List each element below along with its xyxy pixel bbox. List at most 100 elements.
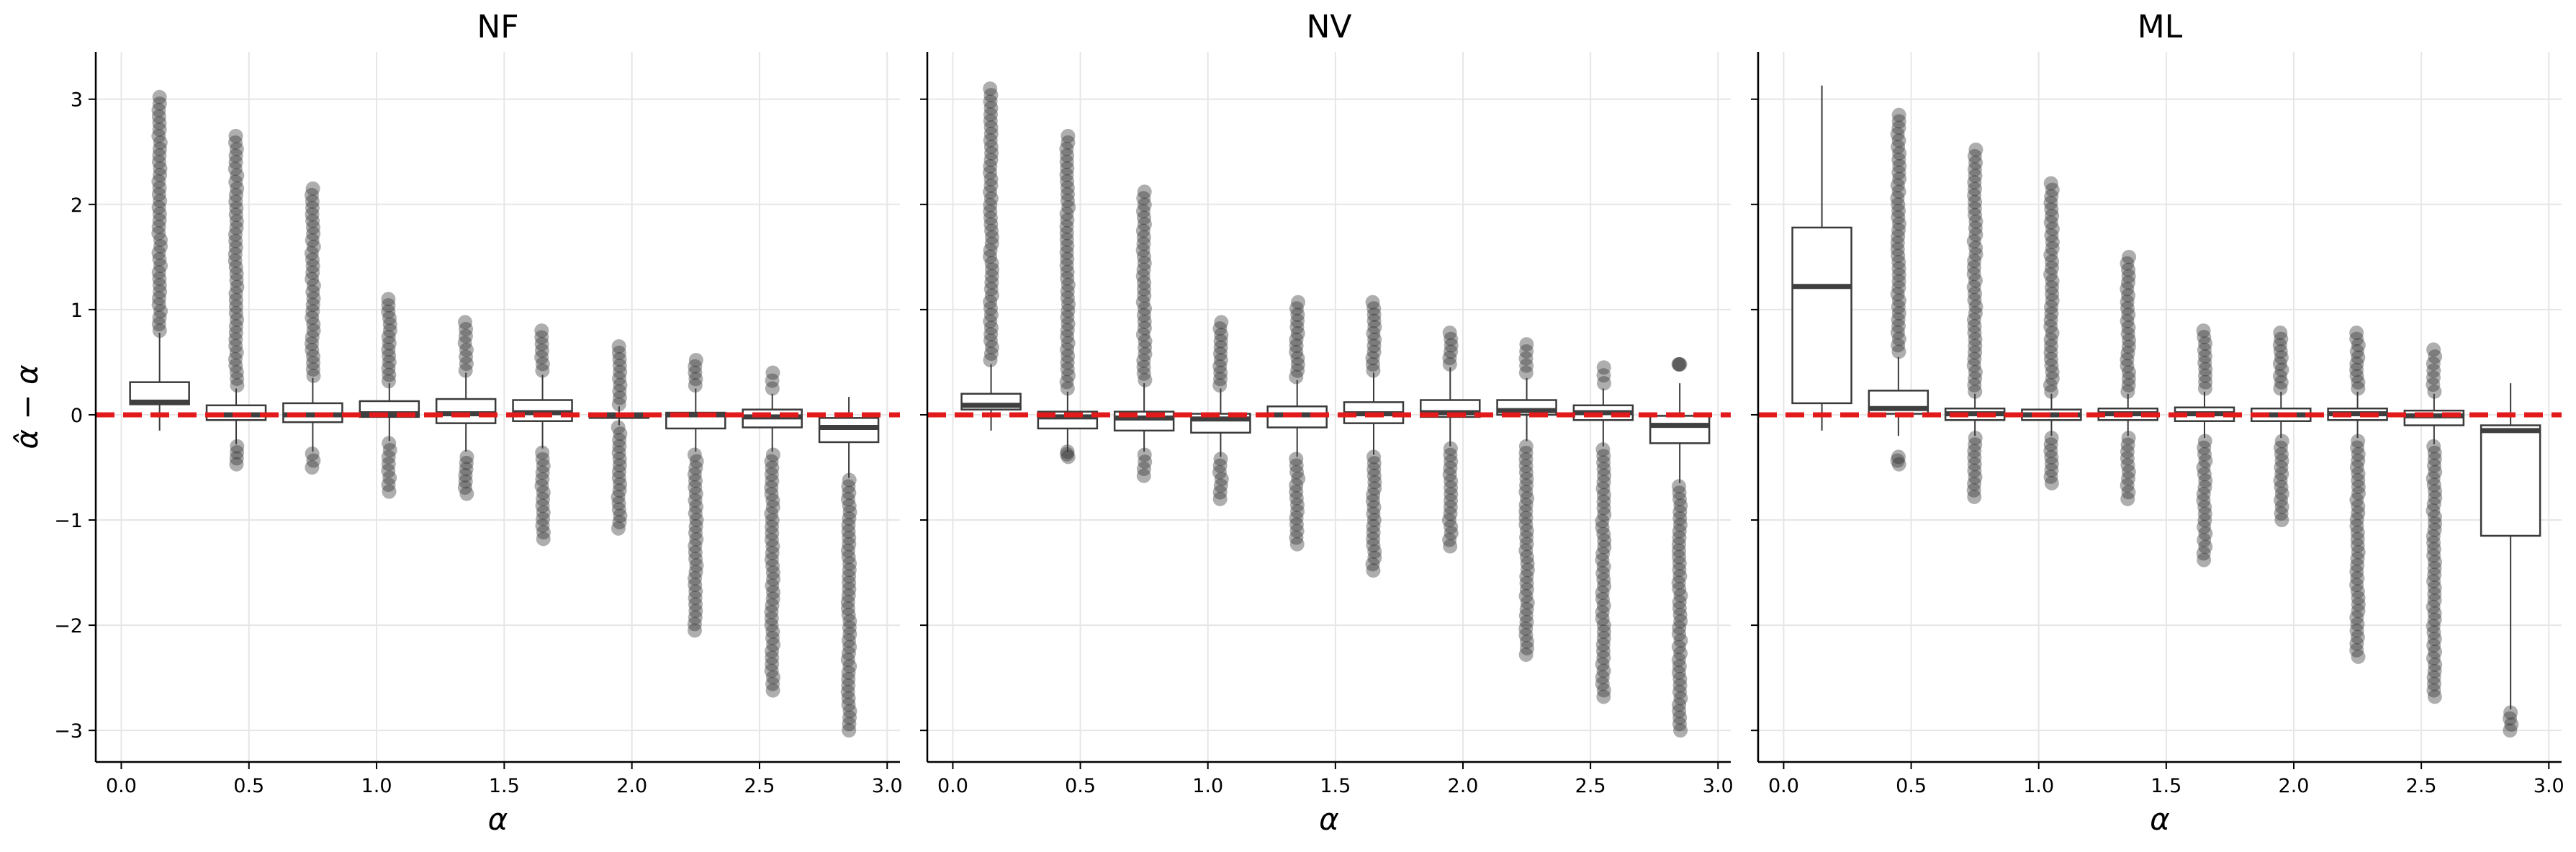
outlier-point bbox=[1060, 355, 1075, 370]
outlier-point bbox=[2120, 491, 2135, 506]
outlier-point bbox=[1136, 461, 1151, 476]
outlier-point bbox=[1212, 378, 1228, 393]
outlier-point bbox=[305, 200, 320, 215]
outlier-point bbox=[983, 282, 999, 297]
outlier-point bbox=[152, 272, 167, 287]
outlier-point bbox=[841, 671, 856, 686]
outlier-point bbox=[613, 377, 628, 393]
outlier-point bbox=[1892, 171, 1907, 187]
outlier-point bbox=[2120, 477, 2135, 493]
outlier-point bbox=[1596, 475, 1611, 490]
outlier-point bbox=[230, 445, 245, 460]
outlier-point bbox=[611, 420, 626, 435]
outlier-point bbox=[688, 552, 703, 567]
outlier-point bbox=[1595, 481, 1611, 496]
outlier-point bbox=[2427, 384, 2442, 399]
outlier-point bbox=[613, 508, 628, 524]
outlier-point bbox=[381, 457, 396, 472]
outlier-point bbox=[1518, 485, 1534, 500]
outlier-point bbox=[1213, 452, 1228, 467]
outlier-point bbox=[1966, 312, 1981, 327]
outlier-point bbox=[1135, 327, 1150, 342]
outlier-point bbox=[2044, 450, 2059, 465]
outlier-point bbox=[2351, 544, 2366, 560]
outlier-point bbox=[841, 607, 856, 622]
outlier-point bbox=[1290, 307, 1305, 322]
outlier-point bbox=[2043, 300, 2058, 315]
outlier-point bbox=[765, 591, 780, 606]
outlier-point bbox=[535, 465, 550, 480]
outlier-point bbox=[1444, 454, 1459, 469]
outlier-point bbox=[1968, 431, 1983, 446]
outlier-point bbox=[1672, 684, 1687, 699]
box-alpha-1.95 bbox=[2251, 326, 2312, 528]
outlier-point bbox=[1672, 517, 1688, 532]
outlier-point bbox=[2043, 345, 2058, 360]
outlier-point bbox=[2428, 490, 2443, 506]
y-tick-label: 3 bbox=[71, 89, 83, 112]
outlier-point bbox=[1366, 513, 1382, 528]
outlier-point bbox=[1366, 493, 1381, 508]
outlier-point bbox=[2349, 623, 2364, 638]
outlier-point bbox=[1891, 223, 1906, 238]
outlier-point bbox=[152, 122, 167, 137]
outlier-point bbox=[842, 485, 857, 501]
outlier-point bbox=[1891, 229, 1906, 244]
outlier-point bbox=[842, 556, 857, 571]
outlier-point bbox=[1891, 140, 1906, 155]
outlier-point bbox=[984, 145, 999, 161]
outlier-point bbox=[229, 364, 244, 380]
outlier-point bbox=[305, 272, 320, 287]
x-axis-label: α bbox=[488, 802, 508, 837]
outlier-point bbox=[1967, 260, 1982, 275]
outlier-point bbox=[2426, 471, 2441, 486]
outlier-point bbox=[1136, 308, 1151, 323]
outlier-point bbox=[688, 352, 703, 367]
outlier-point bbox=[2426, 670, 2441, 685]
outlier-point bbox=[1519, 471, 1534, 486]
outlier-point bbox=[840, 684, 855, 699]
outlier-point bbox=[2274, 459, 2289, 475]
outlier-point bbox=[152, 252, 167, 267]
outlier-point bbox=[1892, 145, 1907, 161]
outlier-point bbox=[1290, 313, 1305, 328]
outlier-point bbox=[842, 704, 857, 719]
outlier-point bbox=[765, 650, 780, 665]
outlier-point bbox=[1519, 634, 1534, 649]
outlier-point bbox=[1968, 305, 1983, 320]
outlier-point bbox=[983, 217, 999, 232]
outlier-point bbox=[1891, 120, 1906, 135]
outlier-point bbox=[1672, 704, 1687, 719]
outlier-point bbox=[2120, 346, 2135, 361]
outlier-point bbox=[764, 532, 779, 547]
outlier-point bbox=[459, 342, 474, 357]
outlier-point bbox=[2349, 564, 2364, 579]
outlier-point bbox=[842, 582, 857, 597]
outlier-point bbox=[841, 665, 856, 680]
outlier-point bbox=[1968, 207, 1983, 223]
outlier-point bbox=[1289, 338, 1304, 354]
outlier-point bbox=[764, 604, 779, 619]
box-iqr bbox=[1649, 415, 1711, 444]
x-tick-label: 0.0 bbox=[937, 775, 968, 797]
outlier-point bbox=[305, 297, 320, 313]
outlier-point bbox=[1672, 678, 1688, 693]
outlier-point bbox=[1136, 366, 1151, 381]
outlier-point bbox=[765, 565, 780, 580]
outlier-point bbox=[151, 265, 166, 280]
outlier-point bbox=[1518, 504, 1534, 519]
outlier-point bbox=[306, 317, 321, 332]
outlier-point bbox=[1366, 500, 1382, 515]
outlier-point bbox=[1595, 442, 1611, 457]
outlier-point bbox=[1061, 297, 1076, 312]
outlier-point bbox=[1597, 507, 1612, 522]
outlier-point bbox=[2427, 593, 2442, 608]
outlier-point bbox=[2120, 384, 2135, 399]
x-axis-label: α bbox=[1319, 802, 1339, 837]
outlier-point bbox=[2426, 548, 2441, 563]
outlier-point bbox=[1672, 492, 1687, 507]
outlier-point bbox=[2350, 525, 2365, 540]
outlier-point bbox=[983, 133, 998, 148]
outlier-point bbox=[306, 291, 321, 306]
outlier-point bbox=[1968, 194, 1983, 210]
